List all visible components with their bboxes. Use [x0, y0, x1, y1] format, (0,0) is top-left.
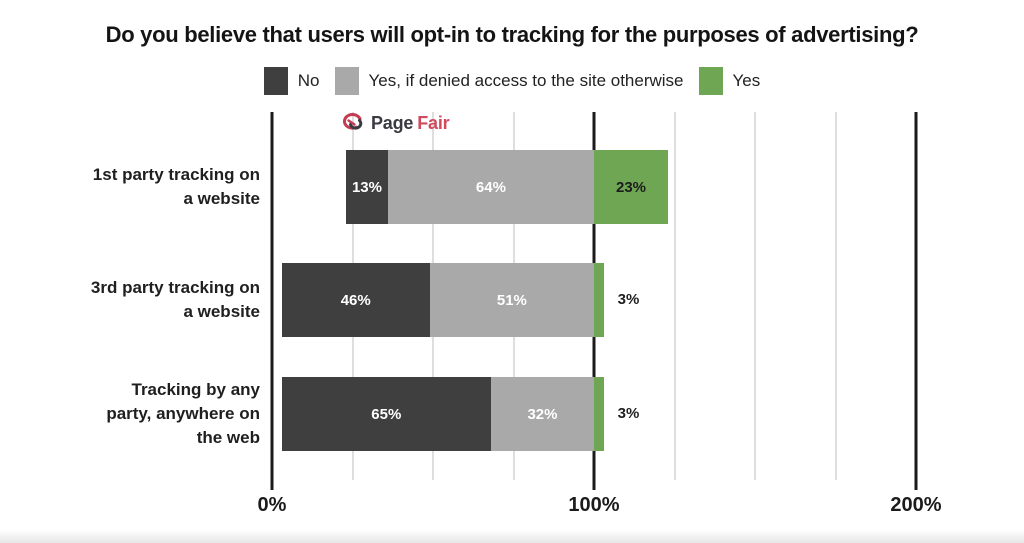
grid-line-major [270, 112, 274, 490]
segment-value-label: 3% [617, 291, 640, 308]
axis-tick-label: 0% [257, 494, 287, 516]
segment-value-label: 23% [616, 178, 647, 196]
bar-segment: 32% [490, 377, 594, 451]
category-label: 1st party tracking on a website [92, 165, 260, 208]
segment-value-label: 64% [475, 178, 506, 196]
bar-segment [594, 377, 604, 451]
legend-label: Yes [732, 71, 761, 90]
bar-segment: 13% [346, 150, 388, 224]
bar-segment [594, 263, 604, 337]
legend-swatch [263, 67, 288, 95]
axis-tick-label: 100% [568, 494, 620, 516]
category-label: Tracking by any party, anywhere on the w… [106, 380, 260, 447]
legend-swatch [698, 67, 723, 95]
brand-text-dark: Page [371, 112, 414, 133]
grid-line-minor [673, 112, 676, 480]
plot-area: 13% 64% 23% 46% 51% 3% 65% 32% 3% [270, 112, 918, 490]
legend-swatch [334, 67, 359, 95]
legend-label: Yes, if denied access to the site otherw… [368, 71, 684, 90]
grid-line-minor [754, 112, 756, 480]
segment-value-label: 51% [496, 291, 527, 309]
bar-segment: 23% [594, 150, 669, 224]
pagefair-logo-icon [343, 113, 363, 130]
chart-title: Do you believe that users will opt-in to… [105, 22, 919, 47]
segment-value-label: 32% [527, 405, 558, 423]
segment-value-label: 13% [351, 178, 382, 196]
bar-segment: 46% [281, 263, 430, 337]
segment-value-label: 46% [340, 291, 371, 309]
brand-text-red: Fair [417, 112, 450, 133]
bottom-fade [0, 530, 1024, 543]
legend-label: No [297, 71, 320, 90]
legend-item: Yes, if denied access to the site otherw… [334, 67, 684, 95]
grid-line-minor [834, 112, 837, 480]
segment-value-label: 65% [371, 405, 402, 423]
pagefair-watermark: Page Fair [339, 110, 450, 136]
legend-item: Yes [698, 67, 761, 95]
segment-value-label: 3% [617, 405, 640, 422]
bar-segment: 65% [281, 377, 491, 451]
axis-tick-label: 200% [890, 494, 942, 516]
chart-legend: No Yes, if denied access to the site othe… [0, 66, 1024, 96]
category-label: 3rd party tracking on a website [90, 278, 260, 321]
bar-segment: 64% [387, 150, 594, 224]
bar-segment: 51% [429, 263, 594, 337]
grid-line-major [914, 112, 918, 490]
legend-item: No [263, 67, 320, 95]
